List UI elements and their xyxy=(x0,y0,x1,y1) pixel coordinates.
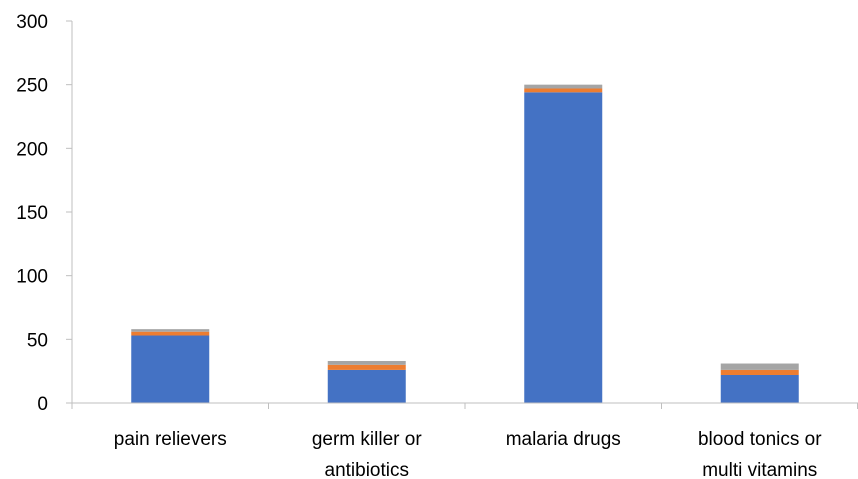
x-category-label: multi vitamins xyxy=(702,460,817,479)
bar-segment xyxy=(131,329,210,332)
y-tick-label: 0 xyxy=(37,394,48,415)
y-tick-label: 100 xyxy=(16,267,48,288)
x-category-label: malaria drugs xyxy=(506,429,621,450)
bar-segment xyxy=(720,374,799,403)
bar-segment xyxy=(327,364,406,370)
y-tick-label: 50 xyxy=(27,330,48,351)
bar-segment xyxy=(524,92,603,403)
bar-segment xyxy=(524,84,603,89)
x-category-label: germ killer or xyxy=(312,429,422,450)
y-tick-label: 150 xyxy=(16,203,48,224)
bar-segment xyxy=(720,363,799,370)
x-axis-labels: pain relievers germ killer or antibiotics m… xyxy=(114,429,822,479)
bar-segment xyxy=(720,369,799,375)
bar-segment xyxy=(327,369,406,403)
y-tick-label: 200 xyxy=(16,139,48,160)
x-category-label: antibiotics xyxy=(325,460,410,479)
x-category-label: pain relievers xyxy=(114,429,227,450)
bar-stacks xyxy=(131,84,799,403)
bar-segment xyxy=(327,360,406,365)
y-tick-label: 300 xyxy=(16,12,48,33)
bar-segment xyxy=(524,88,603,93)
y-tick-label: 250 xyxy=(16,76,48,97)
bar-segment xyxy=(131,331,210,336)
y-axis-ticks: 0 50 100 150 200 250 300 xyxy=(16,12,72,415)
x-category-label: blood tonics or xyxy=(698,429,822,450)
bar-segment xyxy=(131,335,210,403)
